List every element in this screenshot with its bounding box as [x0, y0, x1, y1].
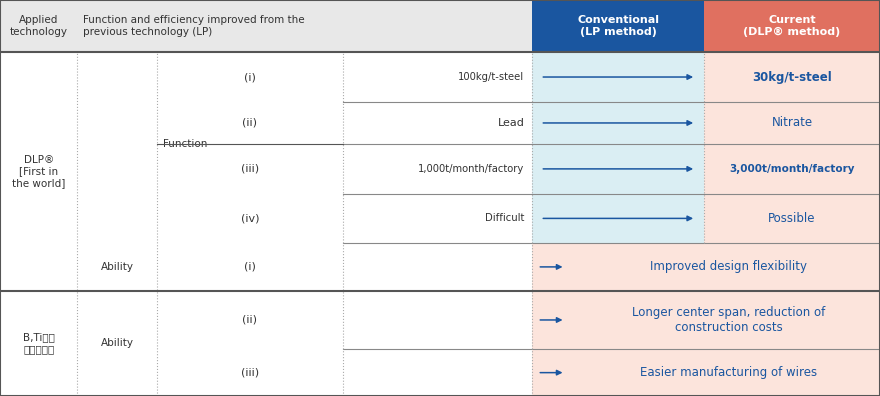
Bar	[532, 243, 880, 291]
Bar	[704, 0, 880, 52]
Text: (ii): (ii)	[242, 118, 258, 128]
Text: Longer center span, reduction of
construction costs: Longer center span, reduction of constru…	[632, 306, 825, 334]
Text: (ii): (ii)	[242, 315, 258, 325]
Text: (iv): (iv)	[240, 213, 260, 223]
Bar	[0, 349, 532, 396]
Bar	[704, 102, 880, 144]
Bar	[532, 52, 704, 102]
Text: (i): (i)	[244, 72, 256, 82]
Bar	[532, 194, 704, 243]
Text: Improved design flexibility: Improved design flexibility	[650, 261, 807, 273]
Bar	[0, 102, 532, 144]
Text: 3,000t/month/factory: 3,000t/month/factory	[730, 164, 854, 174]
Bar	[0, 144, 532, 194]
Text: DLP®
[First in
the world]: DLP® [First in the world]	[12, 155, 65, 188]
Bar	[0, 243, 532, 291]
Text: Lead: Lead	[497, 118, 524, 128]
Text: Possible: Possible	[768, 212, 816, 225]
Bar	[532, 102, 704, 144]
Text: Conventional
(LP method): Conventional (LP method)	[577, 15, 659, 37]
Text: (i): (i)	[244, 262, 256, 272]
Text: Function: Function	[163, 139, 207, 149]
Text: B,Ti添加
【世界初】: B,Ti添加 【世界初】	[23, 333, 55, 354]
Bar	[0, 291, 532, 349]
Text: Easier manufacturing of wires: Easier manufacturing of wires	[640, 366, 818, 379]
Bar	[0, 52, 532, 102]
Bar	[704, 194, 880, 243]
Text: Current
(DLP® method): Current (DLP® method)	[744, 15, 840, 37]
Bar	[0, 0, 532, 52]
Text: 1,000t/month/factory: 1,000t/month/factory	[418, 164, 524, 174]
Text: 30kg/t-steel: 30kg/t-steel	[752, 70, 832, 84]
Text: 100kg/t-steel: 100kg/t-steel	[458, 72, 524, 82]
Text: Ability: Ability	[100, 262, 134, 272]
Text: Nitrate: Nitrate	[772, 116, 812, 129]
Text: Function and efficiency improved from the
previous technology (LP): Function and efficiency improved from th…	[84, 15, 305, 37]
Bar	[532, 349, 880, 396]
Text: Applied
technology: Applied technology	[10, 15, 68, 37]
Bar	[704, 144, 880, 194]
Text: Ability: Ability	[100, 338, 134, 348]
Bar	[532, 0, 704, 52]
Text: (iii): (iii)	[241, 367, 259, 378]
Bar	[532, 291, 880, 349]
Text: Difficult: Difficult	[485, 213, 524, 223]
Text: (iii): (iii)	[241, 164, 259, 174]
Bar	[704, 52, 880, 102]
Bar	[0, 194, 532, 243]
Bar	[532, 144, 704, 194]
